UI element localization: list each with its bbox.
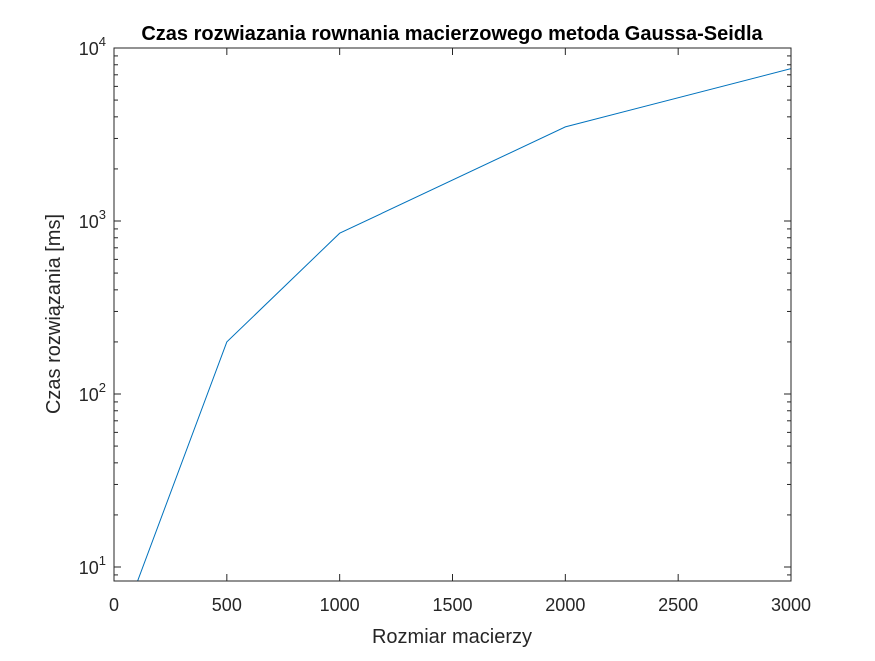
x-tick-label: 3000 [771,595,811,615]
x-tick-label: 2500 [658,595,698,615]
series-line [137,68,791,581]
x-tick-label: 1000 [320,595,360,615]
y-tick-label: 104 [79,34,106,59]
x-axis-label: Rozmiar macierzy [372,626,532,648]
plot-area [114,48,791,581]
y-axis-label: Czas rozwiązania [ms] [43,214,65,414]
y-tick-label: 101 [79,553,106,578]
x-tick-label: 500 [212,595,242,615]
chart-title: Czas rozwiazania rownania macierzowego m… [141,23,763,45]
y-tick-label: 103 [79,207,106,232]
y-tick-label: 102 [79,380,106,405]
x-tick-label: 2000 [545,595,585,615]
x-tick-label: 1500 [432,595,472,615]
x-tick-label: 0 [109,595,119,615]
